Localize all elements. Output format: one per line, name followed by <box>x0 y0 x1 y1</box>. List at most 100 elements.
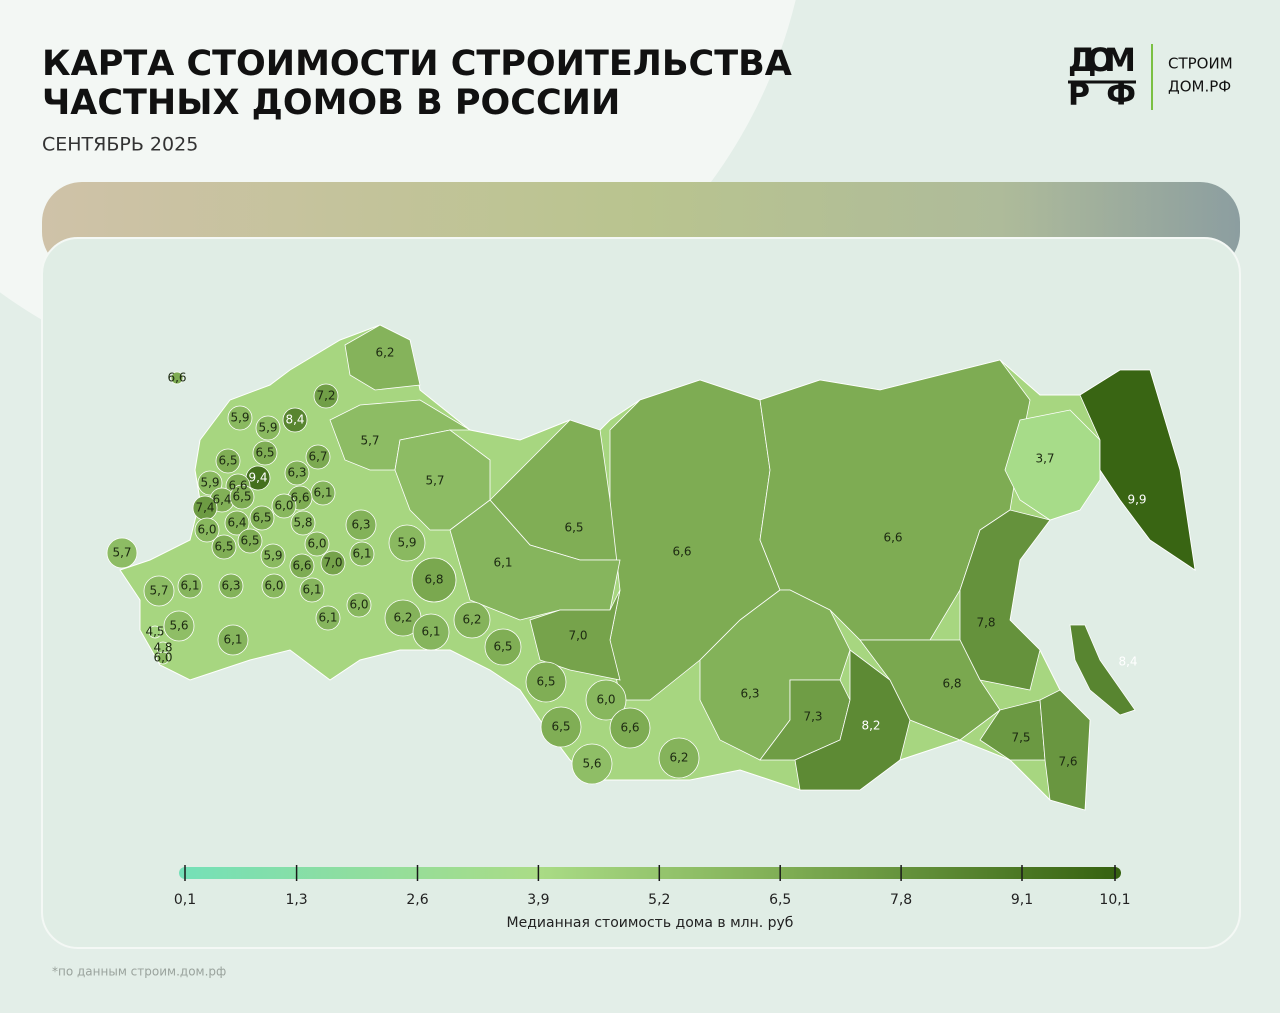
region <box>1039 689 1091 811</box>
region <box>959 509 1051 691</box>
region-value: 6,6 <box>620 721 639 735</box>
region-value: 6,0 <box>349 598 368 612</box>
region <box>227 405 253 431</box>
region-value: 6,1 <box>302 583 321 597</box>
region-value: 6,3 <box>287 466 306 480</box>
tick-label: 6,5 <box>769 892 791 908</box>
region-value: 4,8 <box>153 641 172 655</box>
region-value: 6,5 <box>493 640 512 654</box>
region <box>177 573 203 599</box>
region-value: 6,5 <box>214 540 233 554</box>
tick-label: 9,1 <box>1011 892 1033 908</box>
region-value: 6,0 <box>307 537 326 551</box>
region <box>585 679 627 721</box>
region-value: 5,7 <box>149 584 168 598</box>
regions: 6,27,28,45,95,95,76,76,56,56,39,45,9 6,66… <box>106 324 1196 811</box>
region-value: 4,5 <box>145 625 164 639</box>
region-value: 6,5 <box>252 511 271 525</box>
region-value: 6,1 <box>352 547 371 561</box>
region <box>1069 624 1136 716</box>
region <box>106 537 138 569</box>
region <box>525 661 567 703</box>
region-value: 5,9 <box>230 411 249 425</box>
region-value: 5,7 <box>112 546 131 560</box>
region-value: 6,1 <box>493 556 512 570</box>
region-value: 3,7 <box>1035 452 1054 466</box>
region <box>261 573 287 599</box>
logo: ДОМ РФ СТРОИМ ДОМ.РФ <box>1068 41 1233 113</box>
region <box>979 699 1046 761</box>
region <box>163 610 195 642</box>
region <box>349 541 375 567</box>
region <box>224 510 250 536</box>
region <box>540 706 582 748</box>
region-value: 6,5 <box>255 446 274 460</box>
region-value: 6,3 <box>221 579 240 593</box>
region-value: 7,6 <box>1058 755 1077 769</box>
region-value: 6,5 <box>240 534 259 548</box>
title: ЧАСТНЫХ ДОМОВ В РОССИИ <box>42 83 620 123</box>
region-value: 6,8 <box>424 573 443 587</box>
region <box>271 493 297 519</box>
region <box>252 440 278 466</box>
region-value: 6,2 <box>393 611 412 625</box>
region-value: 6,0 <box>274 499 293 513</box>
region-value: 7,3 <box>803 710 822 724</box>
region <box>315 605 341 631</box>
region-value: 5,9 <box>200 476 219 490</box>
region-value: 7,0 <box>568 629 587 643</box>
region <box>571 743 613 785</box>
region-value: 7,8 <box>976 616 995 630</box>
region <box>197 470 223 496</box>
region-value: 6,6 <box>672 545 691 559</box>
subtitle: СЕНТЯБРЬ 2025 <box>42 134 198 156</box>
region <box>289 553 315 579</box>
region-value: 7,5 <box>1011 731 1030 745</box>
region <box>284 460 310 486</box>
region-value: 6,1 <box>223 633 242 647</box>
region-value: 6,1 <box>313 486 332 500</box>
tick-label: 7,8 <box>890 892 912 908</box>
region <box>249 505 275 531</box>
region-value: 5,8 <box>293 516 312 530</box>
region-value: 5,9 <box>258 421 277 435</box>
region-value: 6,4 <box>227 516 246 530</box>
region <box>143 575 175 607</box>
region <box>484 628 522 666</box>
region-value: 6,1 <box>180 579 199 593</box>
region <box>305 444 331 470</box>
region-value: 5,6 <box>582 757 601 771</box>
legend: 0,1 1,3 2,6 3,9 5,2 6,5 7,8 9,1 10,1 Медианная ст… <box>174 865 1131 931</box>
region-value: 5,7 <box>425 474 444 488</box>
region-value: 6,5 <box>232 490 251 504</box>
region <box>260 543 286 569</box>
region <box>609 707 651 749</box>
region-value: 8,2 <box>861 719 880 733</box>
region <box>237 528 263 554</box>
region-value: 9,4 <box>248 471 267 485</box>
region <box>658 737 700 779</box>
region <box>299 577 325 603</box>
region <box>215 448 241 474</box>
region <box>345 509 377 541</box>
region <box>170 371 184 385</box>
region-value: 5,9 <box>263 549 282 563</box>
region-value: 6,6 <box>883 531 902 545</box>
region <box>211 534 237 560</box>
region-value: 6,4 <box>212 493 231 507</box>
region-value: 8,4 <box>285 413 304 427</box>
region <box>1004 409 1101 521</box>
region-value: 6,3 <box>740 687 759 701</box>
logo-mark: ДОМ <box>1068 41 1136 79</box>
tick-label: 2,6 <box>406 892 428 908</box>
region-value: 6,0 <box>197 523 216 537</box>
region-value: 6,2 <box>669 751 688 765</box>
region-value: 5,7 <box>360 434 379 448</box>
region <box>411 557 457 603</box>
footnote: *по данным строим.дом.рф <box>52 965 226 979</box>
region-value: 6,5 <box>551 720 570 734</box>
colorbar-label: Медианная стоимость дома в млн. руб <box>507 915 794 931</box>
region-value: 6,1 <box>318 611 337 625</box>
region-value: 7,0 <box>323 556 342 570</box>
